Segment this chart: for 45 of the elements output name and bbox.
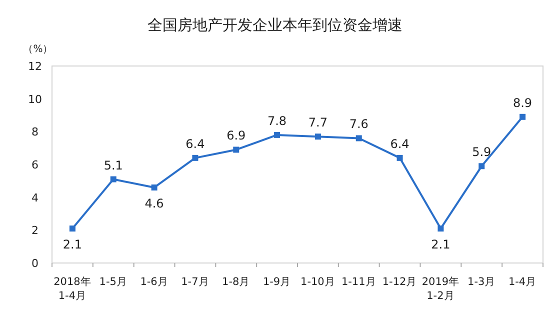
chart-title: 全国房地产开发企业本年到位资金增速	[148, 16, 402, 34]
y-tick-label: 10	[28, 92, 42, 106]
point	[478, 163, 485, 170]
x-tick-label: 1-10月	[300, 276, 336, 288]
x-tick-label: 1-7月	[181, 276, 210, 288]
x-tick-label: 1-8月	[222, 276, 250, 288]
point	[151, 184, 158, 190]
x-tick-label: 1-6月	[140, 276, 168, 288]
point	[192, 154, 198, 161]
data-label: 7.8	[267, 114, 287, 128]
x-tick-label: 1-12月	[382, 276, 418, 288]
y-tick-label: 6	[32, 158, 38, 172]
data-label: 6.4	[390, 136, 410, 151]
data-label: 2.1	[431, 238, 450, 252]
data-label: 6.4	[186, 136, 205, 151]
y-tick-label: 2	[32, 224, 38, 238]
y-axis-title: （%）	[23, 44, 53, 55]
x-tick-label: 1-11月	[341, 276, 376, 288]
data-label: 7.7	[308, 116, 328, 130]
point	[314, 134, 321, 140]
point	[110, 176, 116, 182]
data-label: 6.9	[226, 128, 246, 143]
data-label: 4.6	[144, 196, 164, 210]
point	[356, 135, 362, 142]
x-tick-label: 2018年 1-4月	[54, 276, 92, 302]
point	[396, 154, 403, 161]
x-tick-label: 2019年 1-2月	[422, 276, 460, 302]
data-label: 8.9	[512, 96, 532, 110]
x-tick-label: 1-5月	[99, 276, 128, 288]
point	[438, 226, 444, 232]
y-tick-label: 12	[28, 60, 42, 73]
y-tick-label: 8	[32, 126, 38, 139]
data-label: 2.1	[62, 238, 82, 252]
y-tick-label: 0	[32, 257, 38, 270]
x-tick-label: 1-3月	[468, 276, 496, 288]
x-tick-label: 1-4月	[508, 276, 537, 288]
data-label: 7.6	[349, 117, 368, 132]
point	[69, 226, 76, 232]
y-tick-label: 4	[32, 191, 38, 204]
point	[520, 114, 526, 120]
data-label: 5.9	[472, 145, 492, 160]
data-label: 5.1	[104, 158, 123, 172]
x-tick-label: 1-9月	[262, 276, 292, 288]
point	[274, 132, 280, 138]
point	[233, 146, 240, 153]
